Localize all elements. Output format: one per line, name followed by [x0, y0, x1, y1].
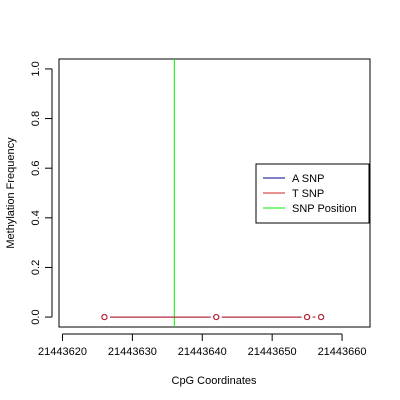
legend: A SNP T SNP SNP Position — [255, 163, 370, 224]
y-tick-label: 0.2 — [30, 260, 42, 275]
x-tick-label: 21443620 — [38, 346, 87, 358]
x-tick-label: 21443650 — [248, 346, 297, 358]
plot-frame — [58, 58, 371, 328]
x-axis-label: CpG Coordinates — [172, 375, 257, 387]
x-tick-label: 21443630 — [108, 346, 157, 358]
x-tick-label: 21443640 — [178, 346, 227, 358]
x-tick-label: 21443660 — [318, 346, 367, 358]
data-point-t-snp — [304, 313, 311, 321]
y-axis: 0.0 0.2 0.4 0.6 0.8 1.0 — [30, 61, 53, 325]
data-point-t-snp — [213, 313, 220, 321]
data-point-t-snp — [317, 313, 325, 321]
y-axis-label: Methylation Frequency — [5, 137, 17, 249]
legend-label-a-snp: A SNP — [292, 173, 324, 185]
x-axis: 21443620 21443630 21443640 21443650 21443660 — [38, 333, 367, 358]
y-tick-label: 0.8 — [30, 111, 42, 126]
y-tick-label: 1.0 — [30, 61, 42, 76]
legend-label-t-snp: T SNP — [292, 188, 324, 200]
data-point-t-snp — [101, 313, 108, 321]
y-tick-label: 0.4 — [30, 210, 42, 225]
legend-label-snp-position: SNP Position — [292, 203, 357, 215]
series-layer — [101, 313, 325, 321]
y-tick-label: 0.0 — [30, 309, 42, 324]
y-tick-label: 0.6 — [30, 161, 42, 176]
